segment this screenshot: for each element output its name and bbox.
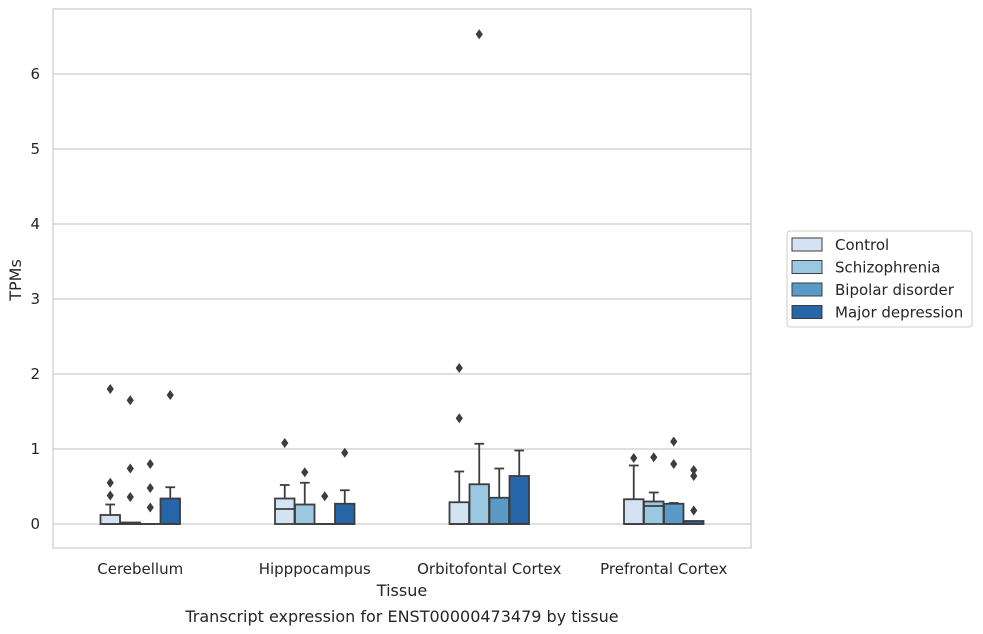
box-body bbox=[468, 483, 490, 525]
outlier-point bbox=[126, 395, 134, 406]
box-control bbox=[448, 363, 470, 525]
outlier-point bbox=[106, 477, 114, 488]
outlier-point bbox=[650, 452, 658, 463]
outlier-point bbox=[341, 447, 349, 458]
legend-swatch bbox=[791, 237, 823, 252]
box-body bbox=[448, 501, 470, 525]
outlier-point bbox=[106, 490, 114, 501]
box-schizophrenia bbox=[294, 467, 316, 525]
y-tick-label: 1 bbox=[30, 440, 40, 458]
outlier-point bbox=[670, 436, 678, 447]
legend-label: Control bbox=[835, 236, 889, 254]
y-tick-label: 5 bbox=[30, 140, 40, 158]
box-schizophrenia bbox=[643, 452, 665, 525]
y-tick-label: 4 bbox=[30, 215, 40, 233]
outlier-point bbox=[166, 390, 174, 400]
box-body bbox=[623, 498, 645, 525]
legend-swatch bbox=[791, 305, 823, 319]
outlier-point bbox=[690, 505, 698, 516]
box-bipolar-disorder bbox=[663, 436, 685, 525]
x-tick-label: Prefrontal Cortex bbox=[600, 560, 727, 578]
outlier-point bbox=[146, 459, 154, 469]
x-tick-label: Orbitofontal Cortex bbox=[417, 560, 561, 578]
legend: Control Schizophrenia Bipolar disorder Majo… bbox=[786, 230, 973, 328]
outlier-point bbox=[455, 413, 463, 424]
box-bipolar-disorder bbox=[314, 491, 336, 525]
legend-label: Schizophrenia bbox=[835, 259, 940, 277]
outlier-point bbox=[106, 384, 114, 394]
outlier-point bbox=[126, 463, 134, 474]
outlier-point bbox=[670, 459, 678, 469]
box-body bbox=[99, 514, 121, 525]
box-body bbox=[274, 497, 296, 525]
box-series bbox=[99, 29, 705, 525]
box-body bbox=[663, 502, 685, 525]
outlier-point bbox=[146, 483, 154, 493]
box-schizophrenia bbox=[468, 29, 490, 525]
box-control bbox=[99, 384, 121, 525]
y-axis-label: TPMs bbox=[6, 259, 25, 302]
y-tick-label: 6 bbox=[30, 65, 40, 83]
y-tick-label: 0 bbox=[30, 515, 40, 533]
box-major-depression bbox=[159, 390, 181, 525]
box-schizophrenia bbox=[119, 395, 141, 525]
box-major-depression bbox=[334, 447, 356, 525]
outlier-point bbox=[146, 502, 154, 513]
outlier-point bbox=[281, 438, 289, 448]
box-major-depression bbox=[683, 465, 705, 525]
outlier-point bbox=[475, 29, 483, 40]
box-bipolar-disorder bbox=[139, 459, 161, 525]
legend-frame bbox=[786, 230, 973, 328]
y-tick-labels: 0 1 2 3 4 5 6 bbox=[30, 65, 40, 533]
y-tick-label: 2 bbox=[30, 365, 40, 383]
plot-area-frame bbox=[52, 8, 752, 549]
box-body bbox=[159, 497, 181, 525]
legend-swatch bbox=[791, 282, 823, 297]
outlier-point bbox=[301, 467, 309, 478]
box-control bbox=[274, 438, 296, 525]
box-body bbox=[643, 500, 665, 525]
box-major-depression bbox=[508, 449, 530, 525]
x-tick-label: Cerebellum bbox=[97, 560, 183, 578]
y-tick-label: 3 bbox=[30, 290, 40, 308]
outlier-point bbox=[690, 471, 698, 481]
box-body bbox=[488, 496, 510, 525]
chart-title: Transcript expression for ENST0000047347… bbox=[184, 607, 618, 626]
box-body bbox=[294, 503, 316, 525]
x-axis-label: Tissue bbox=[376, 581, 427, 600]
x-tick-label: Hipppocampus bbox=[259, 560, 371, 578]
box-body bbox=[508, 475, 530, 525]
x-tick-labels: Cerebellum Hipppocampus Orbitofontal Corte… bbox=[97, 560, 727, 578]
outlier-point bbox=[690, 465, 698, 475]
outlier-point bbox=[126, 492, 134, 502]
outlier-point bbox=[455, 363, 463, 373]
outlier-point bbox=[321, 491, 329, 502]
legend-label: Bipolar disorder bbox=[835, 281, 955, 299]
outlier-point bbox=[630, 453, 638, 463]
legend-swatch bbox=[791, 260, 823, 274]
y-gridlines bbox=[53, 73, 751, 525]
box-bipolar-disorder bbox=[488, 467, 510, 525]
legend-label: Major depression bbox=[835, 304, 963, 322]
box-control bbox=[623, 453, 645, 525]
box-body bbox=[334, 502, 356, 525]
